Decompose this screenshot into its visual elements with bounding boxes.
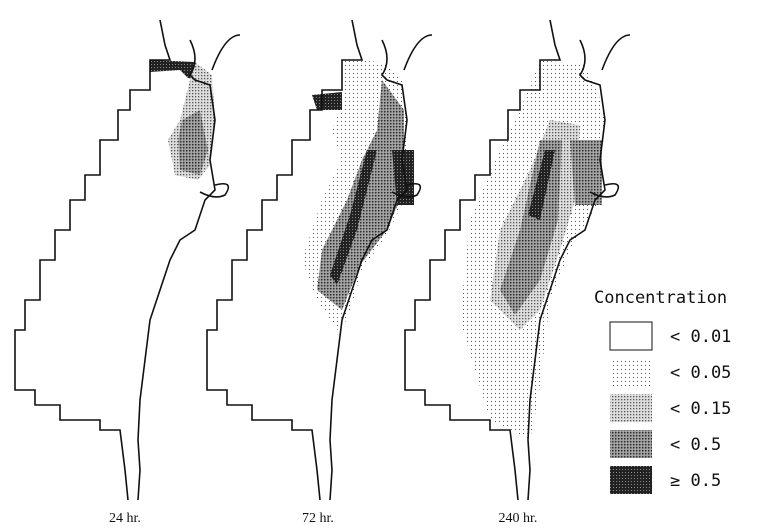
legend-swatch [610,466,652,494]
legend-label: < 0.01 [670,327,731,347]
panel-240: 240 hr. [404,19,631,526]
panel-72: 72 hr. [206,19,433,526]
panel-label: 240 hr. [499,511,538,526]
panel-24: 24 hr. [14,19,241,526]
legend-label: ≥ 0.5 [670,471,721,491]
legend: Concentration < 0.01 < 0.05 < 0.15 < 0.5… [594,288,731,494]
legend-label: < 0.05 [670,363,731,383]
legend-label: < 0.5 [670,435,721,455]
legend-swatch [609,321,653,351]
legend-title: Concentration [594,288,727,308]
legend-swatch [610,394,652,422]
panel-label: 72 hr. [302,511,334,526]
legend-label: < 0.15 [670,399,731,419]
legend-swatch [610,358,652,386]
panel-label: 24 hr. [109,511,141,526]
legend-swatch [610,430,652,458]
